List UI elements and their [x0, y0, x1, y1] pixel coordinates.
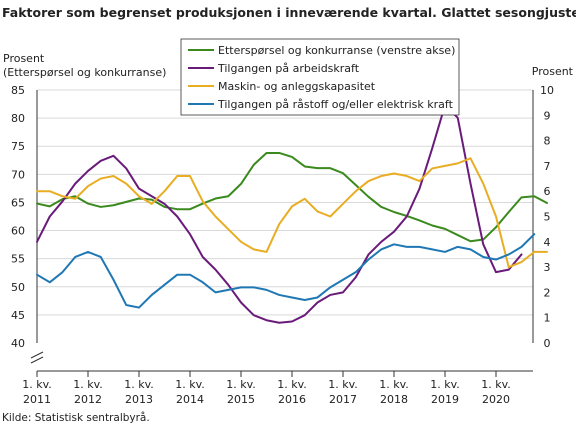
x-tick-label-1-line1: 1. kv. [73, 378, 103, 391]
right-tick-label-2: 2 [544, 286, 551, 299]
right-tick-label-5: 5 [544, 211, 551, 224]
x-tick-label-2-line2: 2013 [125, 393, 153, 406]
x-tick-label-0-line2: 2011 [23, 393, 51, 406]
series-line-1 [36, 104, 523, 324]
legend-label-2: Maskin- og anleggskapasitet [218, 80, 376, 93]
x-tick-label-2-line1: 1. kv. [124, 378, 154, 391]
x-tick-label-5-line1: 1. kv. [277, 378, 307, 391]
legend: Etterspørsel og konkurranse (venstre aks… [180, 38, 460, 116]
right-tick-label-9: 9 [544, 109, 551, 122]
right-tick-label-1: 1 [544, 312, 551, 325]
legend-label-0: Etterspørsel og konkurranse (venstre aks… [218, 44, 455, 57]
legend-label-3: Tilgangen på råstoff og/eller elektrisk … [217, 98, 454, 111]
x-tick-label-4-line2: 2015 [227, 393, 255, 406]
series-line-3 [36, 233, 536, 309]
x-tick-label-8-line1: 1. kv. [430, 378, 460, 391]
left-axis-title-line1: Prosent [3, 52, 45, 65]
x-tick-label-3-line2: 2014 [176, 393, 204, 406]
left-tick-label-5: 65 [11, 196, 25, 209]
left-tick-label-1: 45 [11, 309, 25, 322]
x-tick-label-9-line1: 1. kv. [481, 378, 511, 391]
x-tick-label-5-line2: 2016 [278, 393, 306, 406]
right-tick-label-4: 4 [544, 236, 551, 249]
right-tick-label-8: 8 [544, 135, 551, 148]
right-axis-ticks: 0 1 2 3 4 5 6 7 8 9 10 [540, 84, 554, 350]
legend-box [180, 38, 460, 116]
left-tick-label-0: 40 [11, 337, 25, 350]
right-tick-label-7: 7 [544, 160, 551, 173]
x-tick-label-7-line2: 2018 [380, 393, 408, 406]
right-tick-label-10: 10 [540, 84, 554, 97]
series-lines [36, 104, 548, 324]
axis-break-mark [30, 351, 44, 364]
left-axis-ticks: 40 45 50 55 60 65 70 75 80 85 [11, 84, 25, 350]
x-tick-label-6-line1: 1. kv. [328, 378, 358, 391]
left-tick-label-2: 50 [11, 281, 25, 294]
x-tick-label-0-line1: 1. kv. [22, 378, 52, 391]
right-tick-label-3: 3 [544, 261, 551, 274]
left-tick-label-3: 55 [11, 253, 25, 266]
right-axis-title: Prosent [532, 65, 574, 78]
axes [30, 90, 534, 372]
axis-titles: Prosent (Etterspørsel og konkurranse) Pr… [3, 52, 574, 79]
right-tick-label-0: 0 [544, 337, 551, 350]
right-tick-label-6: 6 [544, 185, 551, 198]
series-line-2 [36, 157, 548, 269]
legend-label-1: Tilgangen på arbeidskraft [217, 62, 360, 75]
x-tick-label-1-line2: 2012 [74, 393, 102, 406]
x-tick-label-4-line1: 1. kv. [226, 378, 256, 391]
x-tick-label-3-line1: 1. kv. [175, 378, 205, 391]
left-tick-label-8: 80 [11, 112, 25, 125]
x-tick-label-9-line2: 2020 [482, 393, 510, 406]
left-axis-title-line2: (Etterspørsel og konkurranse) [3, 66, 166, 79]
chart-title: Faktorer som begrenset produksjonen i in… [2, 5, 576, 20]
series-line-0 [36, 151, 548, 243]
left-tick-label-6: 70 [11, 168, 25, 181]
left-tick-label-4: 60 [11, 225, 25, 238]
x-tick-label-8-line2: 2019 [431, 393, 459, 406]
left-tick-label-7: 75 [11, 140, 25, 153]
source-note: Kilde: Statistisk sentralbyrå. [2, 412, 150, 424]
x-tick-label-6-line2: 2017 [329, 393, 357, 406]
x-tick-label-7-line1: 1. kv. [379, 378, 409, 391]
left-tick-label-9: 85 [11, 84, 25, 97]
x-axis-ticks: 1. kv. 2011 1. kv. 2012 1. kv. 2013 1. kv. 2014… [22, 371, 511, 406]
